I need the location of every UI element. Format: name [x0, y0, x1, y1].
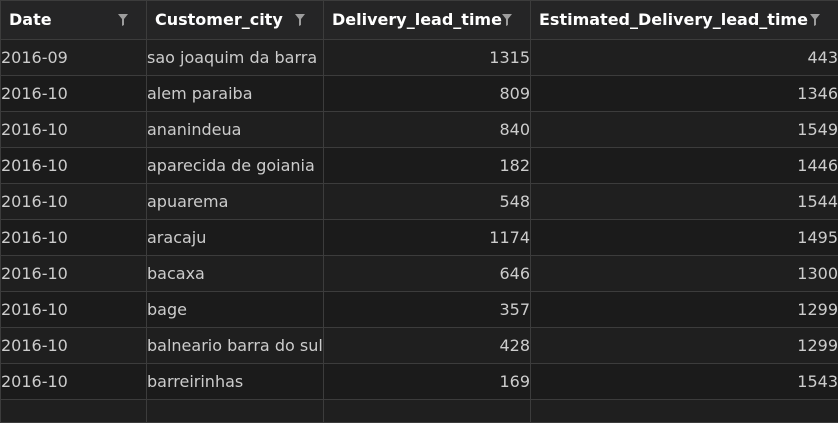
filter-icon[interactable]: [295, 14, 305, 26]
table-row[interactable]: 2016-10 alem paraiba 809 1346: [1, 76, 838, 112]
table-row[interactable]: 2016-10 aparecida de goiania 182 1446: [1, 148, 838, 184]
cell-customer-city[interactable]: aparecida de goiania: [147, 148, 324, 184]
cell-estimated-delivery-lead-time[interactable]: 1299: [531, 292, 838, 328]
table-row-partial: [1, 400, 838, 423]
filter-icon[interactable]: [118, 14, 128, 26]
cell-customer-city[interactable]: bacaxa: [147, 256, 324, 292]
cell-date[interactable]: 2016-10: [1, 220, 147, 256]
table-row[interactable]: 2016-10 aracaju 1174 1495: [1, 220, 838, 256]
cell-customer-city[interactable]: ananindeua: [147, 112, 324, 148]
column-header-customer-city[interactable]: Customer_city: [147, 1, 324, 40]
cell-delivery-lead-time[interactable]: 169: [324, 364, 531, 400]
table-row[interactable]: 2016-10 balneario barra do sul 428 1299: [1, 328, 838, 364]
cell-date[interactable]: 2016-10: [1, 292, 147, 328]
cell-empty: [147, 400, 324, 423]
header-row: Date Customer_city Delivery_lead_time Es…: [1, 1, 838, 40]
cell-date[interactable]: 2016-10: [1, 112, 147, 148]
cell-delivery-lead-time[interactable]: 1174: [324, 220, 531, 256]
cell-estimated-delivery-lead-time[interactable]: 1495: [531, 220, 838, 256]
cell-customer-city[interactable]: balneario barra do sul: [147, 328, 324, 364]
cell-delivery-lead-time[interactable]: 1315: [324, 40, 531, 76]
cell-customer-city[interactable]: bage: [147, 292, 324, 328]
table-row[interactable]: 2016-10 barreirinhas 169 1543: [1, 364, 838, 400]
cell-date[interactable]: 2016-10: [1, 256, 147, 292]
cell-delivery-lead-time[interactable]: 809: [324, 76, 531, 112]
cell-delivery-lead-time[interactable]: 840: [324, 112, 531, 148]
cell-customer-city[interactable]: barreirinhas: [147, 364, 324, 400]
table-row[interactable]: 2016-10 apuarema 548 1544: [1, 184, 838, 220]
cell-estimated-delivery-lead-time[interactable]: 1543: [531, 364, 838, 400]
cell-date[interactable]: 2016-10: [1, 76, 147, 112]
cell-date[interactable]: 2016-10: [1, 328, 147, 364]
table-row[interactable]: 2016-10 ananindeua 840 1549: [1, 112, 838, 148]
cell-estimated-delivery-lead-time[interactable]: 443: [531, 40, 838, 76]
filter-icon[interactable]: [810, 14, 820, 26]
cell-date[interactable]: 2016-10: [1, 364, 147, 400]
filter-icon[interactable]: [502, 14, 512, 26]
cell-empty: [324, 400, 531, 423]
column-header-label: Delivery_lead_time: [324, 1, 502, 39]
column-header-label: Date: [1, 1, 52, 39]
cell-date[interactable]: 2016-10: [1, 184, 147, 220]
table-row[interactable]: 2016-10 bacaxa 646 1300: [1, 256, 838, 292]
cell-delivery-lead-time[interactable]: 428: [324, 328, 531, 364]
cell-estimated-delivery-lead-time[interactable]: 1300: [531, 256, 838, 292]
cell-empty: [1, 400, 147, 423]
cell-estimated-delivery-lead-time[interactable]: 1346: [531, 76, 838, 112]
column-header-label: Estimated_Delivery_lead_time: [531, 1, 808, 39]
cell-estimated-delivery-lead-time[interactable]: 1544: [531, 184, 838, 220]
table-row[interactable]: 2016-09 sao joaquim da barra 1315 443: [1, 40, 838, 76]
cell-date[interactable]: 2016-10: [1, 148, 147, 184]
cell-delivery-lead-time[interactable]: 357: [324, 292, 531, 328]
cell-delivery-lead-time[interactable]: 646: [324, 256, 531, 292]
cell-customer-city[interactable]: sao joaquim da barra: [147, 40, 324, 76]
cell-delivery-lead-time[interactable]: 548: [324, 184, 531, 220]
cell-empty: [531, 400, 838, 423]
cell-estimated-delivery-lead-time[interactable]: 1446: [531, 148, 838, 184]
cell-date[interactable]: 2016-09: [1, 40, 147, 76]
cell-estimated-delivery-lead-time[interactable]: 1549: [531, 112, 838, 148]
cell-customer-city[interactable]: apuarema: [147, 184, 324, 220]
column-header-estimated-delivery-lead-time[interactable]: Estimated_Delivery_lead_time: [531, 1, 838, 40]
column-header-label: Customer_city: [147, 1, 283, 39]
column-header-date[interactable]: Date: [1, 1, 147, 40]
table-row[interactable]: 2016-10 bage 357 1299: [1, 292, 838, 328]
cell-customer-city[interactable]: alem paraiba: [147, 76, 324, 112]
cell-customer-city[interactable]: aracaju: [147, 220, 324, 256]
column-header-delivery-lead-time[interactable]: Delivery_lead_time: [324, 1, 531, 40]
cell-delivery-lead-time[interactable]: 182: [324, 148, 531, 184]
cell-estimated-delivery-lead-time[interactable]: 1299: [531, 328, 838, 364]
